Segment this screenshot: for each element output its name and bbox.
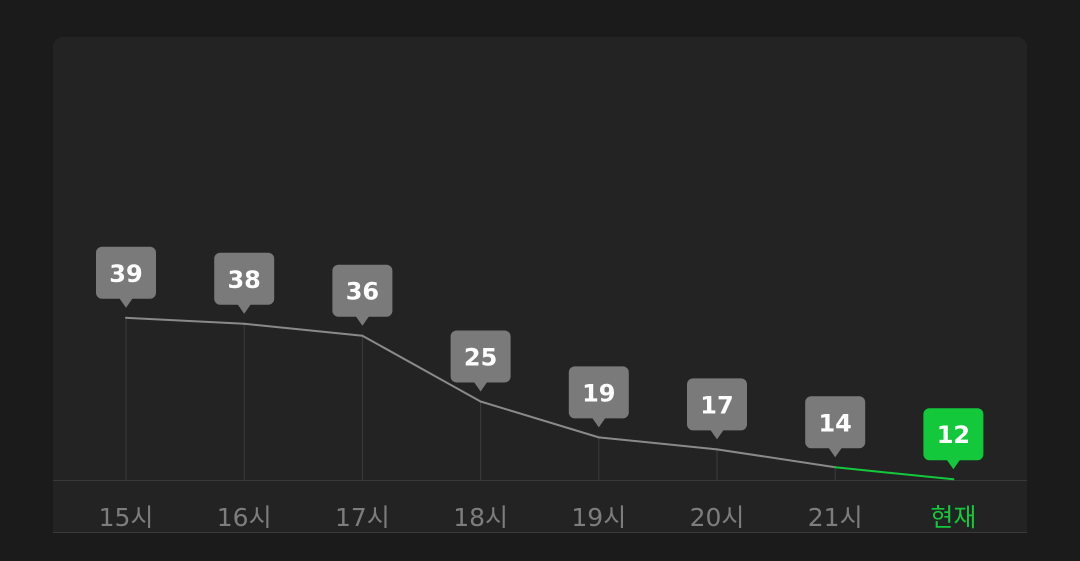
series-segment-2 [361, 334, 482, 403]
x-tick-label: 21시 [808, 503, 863, 532]
badge-pointer [237, 303, 252, 314]
badge-pointer [710, 429, 724, 440]
value-badge-3: 25 [450, 330, 511, 392]
x-tick-label: 16시 [217, 503, 272, 532]
x-tick-label: 현재 [930, 503, 976, 532]
badge-box [332, 264, 393, 317]
data-label: 14 [818, 409, 851, 437]
value-badge-1: 38 [214, 252, 275, 314]
badge-box [96, 246, 156, 299]
value-badge-2: 36 [332, 264, 393, 326]
badge-box [450, 330, 511, 383]
data-label: 36 [346, 278, 379, 306]
data-label: 12 [937, 421, 970, 449]
value-badge-5: 17 [687, 378, 747, 440]
badge-box [568, 366, 629, 419]
value-badge-7: 12 [923, 408, 984, 470]
badge-box [687, 378, 747, 431]
value-badge-0: 39 [96, 246, 156, 308]
x-tick-label: 18시 [453, 503, 508, 532]
value-badge-6: 14 [805, 396, 866, 458]
badge-pointer [828, 447, 843, 458]
series-segment-1 [243, 322, 364, 337]
x-tick-label: 15시 [99, 503, 154, 532]
x-tick-label: 17시 [335, 503, 390, 532]
badge-pointer [473, 381, 488, 392]
series-segment-6 [834, 466, 955, 481]
x-tick-label: 19시 [571, 503, 626, 532]
series-lines [125, 316, 955, 481]
badge-pointer [119, 297, 133, 308]
badge-box [805, 396, 866, 449]
data-label: 38 [227, 266, 260, 294]
x-tick-labels: 15시 16시 17시 18시 19시 20시 21시 현재 [99, 503, 977, 532]
series-segment-3 [479, 400, 600, 439]
badge-pointer [946, 459, 961, 470]
gridlines [125, 317, 954, 480]
badge-box [214, 252, 275, 305]
value-badge-4: 19 [568, 366, 629, 428]
series-segment-0 [125, 316, 246, 325]
x-tick-label: 20시 [690, 503, 745, 532]
series-segment-4 [597, 436, 718, 451]
x-axis-strip [53, 480, 1027, 533]
data-label: 19 [582, 379, 615, 407]
badge-pointer [591, 417, 606, 428]
badge-box [923, 408, 984, 461]
data-label: 25 [464, 344, 497, 372]
data-label: 39 [109, 260, 142, 288]
data-label: 17 [700, 391, 733, 419]
badge-pointer [355, 315, 370, 326]
value-badges: 39 38 36 25 19 17 14 12 [96, 246, 984, 470]
series-segment-5 [716, 448, 837, 469]
